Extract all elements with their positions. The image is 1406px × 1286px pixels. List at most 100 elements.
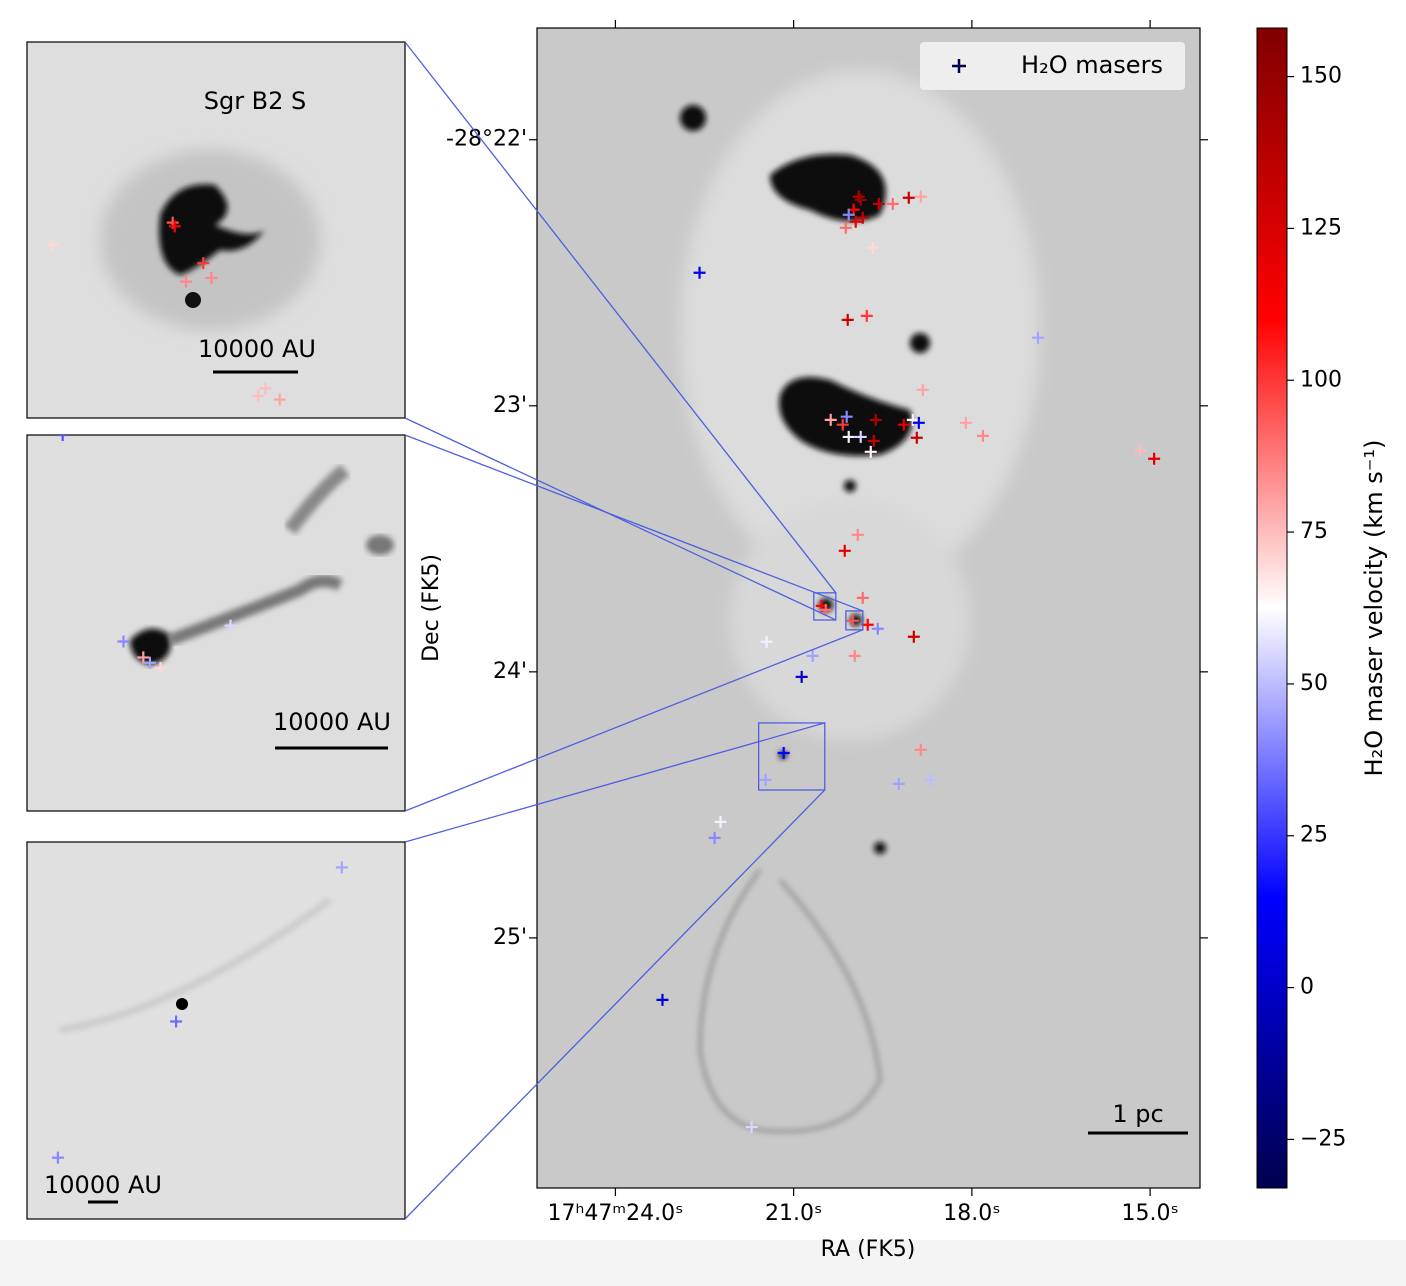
zoom-connector	[404, 789, 826, 1220]
maser-marker	[839, 221, 852, 234]
inset-frame	[26, 41, 406, 419]
maser-marker	[910, 431, 923, 444]
maser-marker	[854, 430, 867, 443]
maser-marker	[224, 619, 237, 632]
maser-marker	[824, 413, 837, 426]
maser-marker	[1134, 444, 1147, 457]
y-tick-label: 25'	[493, 925, 527, 950]
maser-marker	[848, 649, 861, 662]
legend-box	[920, 42, 1185, 90]
legend-marker	[952, 59, 966, 73]
y-tick-label: 23'	[493, 393, 527, 418]
maser-marker	[871, 622, 884, 635]
y-tick-label: -28°22'	[446, 127, 527, 152]
maser-marker	[252, 389, 265, 402]
maser-marker	[1031, 331, 1044, 344]
maser-marker	[842, 208, 855, 221]
colorbar-tick-label: 0	[1300, 975, 1314, 1000]
maser-marker	[907, 630, 920, 643]
maser-marker	[836, 418, 849, 431]
maser-marker	[864, 445, 877, 458]
maser-marker	[959, 416, 972, 429]
maser-marker	[777, 747, 790, 759]
colorbar-tick-label: 100	[1300, 367, 1342, 392]
legend-label: H₂O masers	[1021, 51, 1163, 79]
maser-marker	[117, 635, 130, 648]
maser-marker	[760, 635, 773, 648]
maser-marker	[273, 393, 286, 406]
zoom-connector	[404, 629, 864, 812]
maser-layer	[656, 190, 1161, 1134]
zoom-box	[758, 722, 826, 791]
maser-marker	[914, 190, 927, 203]
maser-marker	[849, 215, 862, 228]
maser-marker	[714, 815, 727, 828]
maser-marker	[866, 241, 879, 254]
maser-marker	[914, 743, 927, 756]
maser-marker	[259, 382, 272, 395]
maser-marker	[745, 1121, 758, 1134]
maser-marker	[916, 383, 929, 396]
maser-marker	[46, 238, 59, 251]
colorbar-tick-label: 50	[1300, 671, 1328, 696]
y-tick-label: 24'	[493, 659, 527, 684]
x-tick-label: 17ʰ47ᵐ24.0ˢ	[548, 1201, 684, 1226]
inset-title: Sgr B2 S	[204, 87, 307, 115]
zoom-connector	[404, 722, 825, 843]
maser-marker	[872, 197, 885, 210]
colorbar-tick-label: 75	[1300, 519, 1328, 544]
maser-marker	[861, 618, 874, 631]
maser-marker	[806, 649, 819, 662]
maser-marker	[205, 271, 218, 284]
maser-marker	[869, 413, 882, 426]
maser-marker	[842, 430, 855, 443]
window-edge	[0, 1240, 1406, 1286]
main-image	[537, 28, 1200, 1188]
maser-marker	[1148, 452, 1161, 465]
scalebar-label: 1 pc	[1112, 1100, 1163, 1128]
zoom-connector	[404, 41, 837, 594]
maser-marker	[179, 275, 192, 288]
maser-marker	[912, 416, 925, 429]
colorbar-tick-label: 150	[1300, 64, 1342, 89]
maser-marker	[854, 193, 867, 206]
scalebar-label: 10000 AU	[273, 708, 391, 736]
maser-marker	[56, 435, 69, 441]
maser-marker	[335, 861, 348, 874]
maser-marker	[886, 197, 899, 210]
maser-marker	[897, 418, 910, 431]
maser-marker	[892, 777, 905, 790]
maser-marker	[656, 993, 669, 1006]
zoom-box	[845, 610, 864, 631]
zoom-connector	[404, 417, 837, 621]
colorbar-label: H₂O maser velocity (km s⁻¹)	[1360, 440, 1388, 777]
x-tick-label: 15.0ˢ	[1121, 1201, 1178, 1226]
inset-frame	[26, 434, 406, 812]
maser-marker	[693, 266, 706, 279]
maser-marker	[708, 831, 721, 844]
maser-marker	[170, 1015, 183, 1028]
main-frame	[536, 27, 1201, 1189]
maser-marker	[976, 429, 989, 442]
scalebar-label: 10000 AU	[44, 1171, 162, 1199]
scalebar-label: 10000 AU	[198, 335, 316, 363]
maser-marker	[51, 1151, 64, 1164]
inset-image	[27, 42, 405, 418]
inset-image	[27, 435, 405, 811]
maser-marker	[168, 220, 181, 233]
maser-marker	[856, 211, 869, 224]
colorbar-tick-label: 25	[1300, 823, 1328, 848]
maser-marker	[840, 410, 853, 423]
colorbar	[1256, 27, 1288, 1189]
maser-marker	[197, 257, 210, 270]
maser-marker	[924, 773, 937, 786]
maser-marker	[846, 614, 859, 627]
maser-marker	[860, 309, 873, 322]
y-axis-label: Dec (FK5)	[419, 554, 444, 662]
colorbar-tick-label: 125	[1300, 215, 1342, 240]
x-axis-label: RA (FK5)	[821, 1237, 916, 1262]
maser-marker	[795, 670, 808, 683]
inset-image	[27, 842, 405, 1219]
maser-marker	[851, 528, 864, 541]
